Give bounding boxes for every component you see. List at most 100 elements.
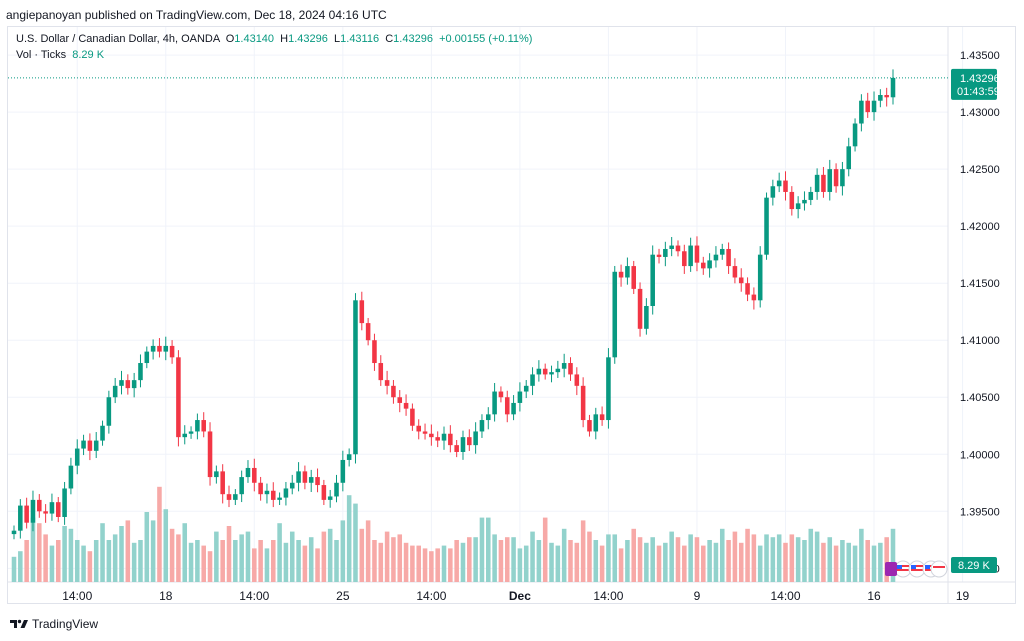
candle-body xyxy=(176,357,181,438)
volume-bar xyxy=(486,517,491,582)
candle-body xyxy=(612,271,618,358)
volume-bar xyxy=(504,537,510,582)
volume-bar xyxy=(479,517,485,582)
candle-body xyxy=(859,100,864,124)
volume-bar xyxy=(289,531,295,582)
open-value: 1.43140 xyxy=(234,33,275,45)
candle-body xyxy=(865,100,870,113)
volume-bar xyxy=(808,528,814,582)
candle-body xyxy=(460,437,466,452)
candle-body xyxy=(157,345,162,352)
candle-body xyxy=(353,300,358,455)
candle-body xyxy=(523,385,529,392)
candle-body xyxy=(701,262,706,269)
candle-body xyxy=(745,283,750,295)
volume-bar xyxy=(682,545,687,582)
flag-stripe xyxy=(897,569,909,571)
volume-bar xyxy=(859,528,864,582)
last-price-label: 1.43296 xyxy=(960,73,1000,85)
volume-bar xyxy=(435,548,440,582)
volume-bar xyxy=(359,528,365,582)
volume-value: 8.29 K xyxy=(72,49,105,61)
footer-brand[interactable]: TradingView xyxy=(10,617,98,631)
candle-body xyxy=(410,408,415,426)
price-tick-label: 1.39500 xyxy=(960,506,1000,518)
volume-bar xyxy=(68,528,74,582)
candle-body xyxy=(150,345,156,352)
volume-bar xyxy=(846,542,852,582)
flag-canton xyxy=(925,565,930,569)
volume-bar xyxy=(169,528,175,582)
candle-body xyxy=(100,425,105,441)
candle-body xyxy=(511,402,516,415)
candle-body xyxy=(93,440,99,451)
event-marker-icon xyxy=(885,562,897,576)
candle-body xyxy=(555,368,561,373)
volume-bar xyxy=(878,542,883,582)
volume-bar xyxy=(555,545,561,582)
volume-bar xyxy=(62,526,67,582)
flag-stripe xyxy=(897,565,909,567)
flag-stripe xyxy=(911,565,923,567)
candle-body xyxy=(473,431,478,446)
candle-body xyxy=(416,425,421,432)
price-tick-label: 1.41000 xyxy=(960,335,1000,347)
candle-body xyxy=(448,433,453,446)
volume-bar xyxy=(18,551,23,582)
tradingview-logo-icon xyxy=(10,619,28,628)
volume-bar xyxy=(460,542,466,582)
candle-body xyxy=(795,203,801,210)
candle-body xyxy=(871,100,877,113)
candle-body xyxy=(663,248,668,257)
candle-body xyxy=(726,248,731,267)
volume-bar xyxy=(252,548,257,582)
volume-bar xyxy=(612,534,618,582)
candle-body xyxy=(593,414,599,432)
volume-bar xyxy=(226,526,232,582)
volume-bar xyxy=(770,537,776,582)
candle-body xyxy=(106,397,112,426)
time-tick-label: 16 xyxy=(867,589,881,603)
volume-bar xyxy=(308,537,314,582)
candle-body xyxy=(296,471,301,483)
volume-bar xyxy=(644,542,649,582)
volume-bar xyxy=(264,548,270,582)
time-tick-label: Dec xyxy=(509,589,531,603)
volume-bar xyxy=(277,523,282,582)
high-value: 1.43296 xyxy=(288,33,328,45)
volume-bar xyxy=(112,534,118,582)
volume-bar xyxy=(561,528,567,582)
price-tick-label: 1.40500 xyxy=(960,392,1000,404)
time-tick-label: 14:00 xyxy=(593,589,623,603)
low-value: 1.43116 xyxy=(340,33,380,45)
candle-body xyxy=(669,245,674,249)
candle-body xyxy=(732,266,738,278)
volume-bar xyxy=(840,540,845,582)
volume-bar xyxy=(776,534,782,582)
volume-bar xyxy=(176,534,181,582)
volume-bar xyxy=(707,540,712,582)
candle-body xyxy=(378,363,384,381)
candle-body xyxy=(561,363,567,369)
volume-bar xyxy=(448,548,453,582)
candle-body xyxy=(719,248,725,255)
volume-bar xyxy=(201,545,206,582)
open-label: O xyxy=(225,33,235,45)
price-axis: 1.43500 1.43000 1.42500 1.42000 1.41500 1.410… xyxy=(951,50,1000,575)
candle-body xyxy=(125,380,131,389)
volume-bar xyxy=(422,548,428,582)
volume-bar xyxy=(542,517,548,582)
volume-legend: Vol · Ticks 8.29 K xyxy=(16,49,104,61)
price-tick-label: 1.43500 xyxy=(960,50,1000,62)
candle-body xyxy=(277,497,282,500)
volume-bar xyxy=(144,512,150,582)
volume-bar xyxy=(599,545,605,582)
candle-body xyxy=(827,169,833,192)
candles xyxy=(11,69,896,540)
candle-body xyxy=(757,254,763,301)
candle-body xyxy=(308,477,314,483)
volume-bar xyxy=(580,520,586,582)
candle-body xyxy=(24,505,29,523)
candle-body xyxy=(340,459,346,483)
